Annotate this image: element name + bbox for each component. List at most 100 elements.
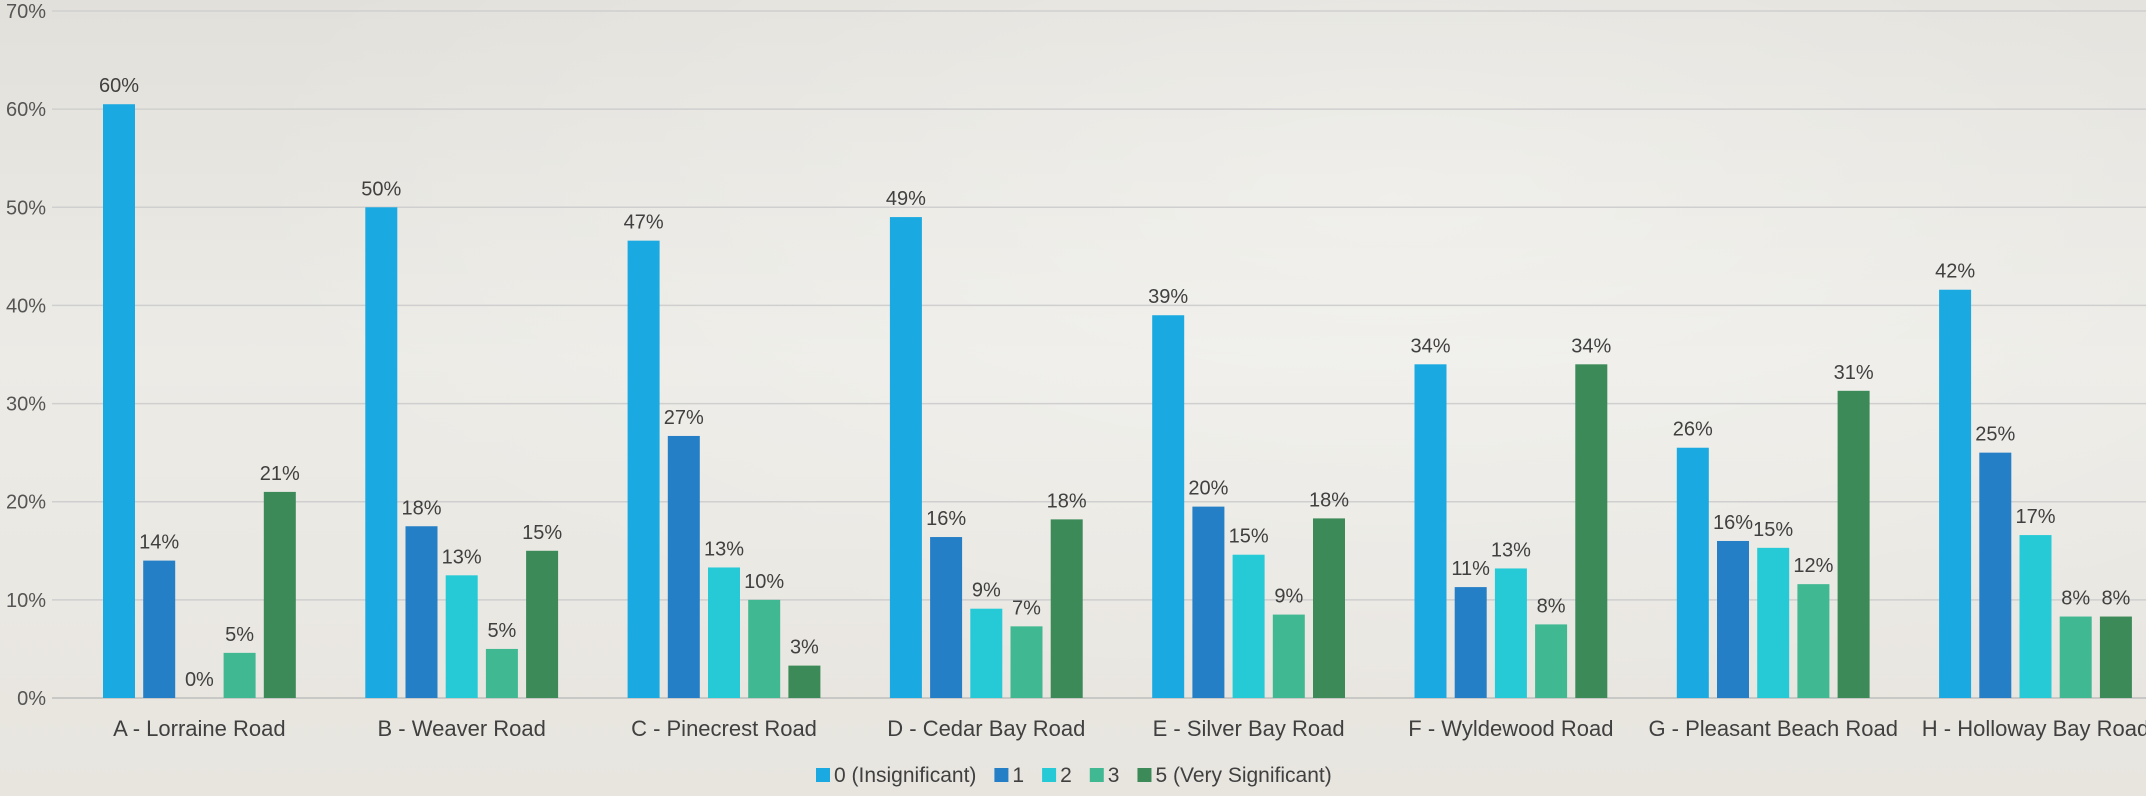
data-label: 8% [1537,595,1566,617]
y-tick-label: 40% [6,295,46,317]
legend: 0 (Insignificant) 1 2 3 5 (Very Significant) [816,764,1332,787]
category-label: A - Lorraine Road [113,716,285,741]
bars [103,104,2132,699]
data-label: 8% [2061,588,2090,610]
category-label: F - Wyldewood Road [1408,716,1613,741]
bar [2059,616,2092,698]
bar [889,217,922,698]
data-label: 15% [1229,526,1269,548]
data-label: 31% [1834,362,1874,384]
bar [2019,535,2052,698]
legend-entry-label: 1 [1012,764,1024,787]
data-label: 18% [1309,489,1349,511]
y-tick-label: 50% [6,197,46,219]
bar [1050,519,1083,698]
data-label: 8% [2101,588,2130,610]
category-label: B - Weaver Road [378,716,546,741]
bar [667,435,700,698]
data-label: 34% [1571,335,1611,357]
data-label: 16% [1713,512,1753,534]
data-label: 15% [1753,519,1793,541]
category-label: H - Holloway Bay Road [1922,716,2146,741]
legend-swatch [1137,768,1152,782]
bar [1757,547,1790,698]
bar [1939,289,1972,698]
bar [1575,364,1608,698]
legend-entry-label: 5 (Very Significant) [1155,764,1331,787]
category-label: G - Pleasant Beach Road [1648,716,1897,741]
bar [1535,624,1568,698]
bar [223,652,256,698]
category-label: E - Silver Bay Road [1153,716,1345,741]
bar [1152,315,1185,698]
y-tick-label: 20% [6,492,46,514]
data-label: 60% [99,75,139,97]
bar [2099,616,2132,698]
bar [1979,452,2012,698]
data-label: 13% [442,546,482,568]
bar [930,537,963,698]
bar [970,608,1003,698]
data-label: 42% [1935,261,1975,283]
data-label: 49% [886,188,926,210]
legend-swatch [816,768,830,782]
legend-entry-label: 0 (Insignificant) [834,764,976,787]
bar [1010,626,1043,698]
bar [1837,390,1870,698]
data-label: 9% [972,580,1001,602]
data-label: 18% [401,497,441,519]
category-label: C - Pinecrest Road [631,716,817,741]
data-label: 9% [1274,586,1303,608]
data-label: 11% [1451,558,1490,580]
data-label: 26% [1673,419,1713,441]
legend-entry-label: 2 [1060,764,1072,787]
data-label: 5% [225,624,254,646]
legend-swatch [994,768,1009,782]
legend-swatch [1042,768,1057,782]
data-label: 14% [139,532,179,554]
bar [405,526,438,698]
legend-entry-label: 3 [1108,764,1120,787]
y-tick-label: 30% [6,394,46,416]
y-tick-label: 60% [6,99,46,121]
bar [1192,506,1225,698]
bar [445,575,478,698]
gridlines [52,10,2146,699]
data-label: 12% [1793,555,1833,577]
y-tick-label: 10% [6,590,46,612]
bar [143,560,176,698]
data-label: 20% [1188,478,1228,500]
y-tick-label: 0% [17,688,46,710]
data-label: 16% [926,508,966,530]
data-label: 10% [744,571,784,593]
category-label: D - Cedar Bay Road [887,716,1085,741]
data-labels: 60%14%0%5%21%50%18%13%5%15%47%27%13%10%3… [99,75,2131,691]
data-label: 25% [1975,424,2015,446]
bar [1272,614,1305,698]
bar [1313,518,1345,698]
data-label: 15% [522,522,562,544]
data-label: 0% [185,669,214,691]
data-label: 50% [361,178,401,200]
bar [1717,540,1749,698]
bar [1414,364,1447,698]
bar [627,240,660,698]
data-label: 3% [790,637,819,659]
bar [526,550,559,698]
data-label: 21% [260,463,300,485]
data-label: 13% [704,538,744,560]
data-label: 34% [1410,335,1450,357]
bar [365,207,398,699]
y-tick-label: 70% [6,1,46,23]
bar [748,599,781,698]
bar [1797,584,1830,698]
bar [1232,554,1265,698]
y-axis-tick-labels: 0% 10% 20% 30% 40% 50% 60% 70% [6,1,46,710]
data-label: 18% [1047,490,1087,512]
bar [1494,568,1527,698]
data-label: 17% [2015,506,2055,528]
data-label: 39% [1148,286,1188,308]
data-label: 7% [1012,597,1041,619]
